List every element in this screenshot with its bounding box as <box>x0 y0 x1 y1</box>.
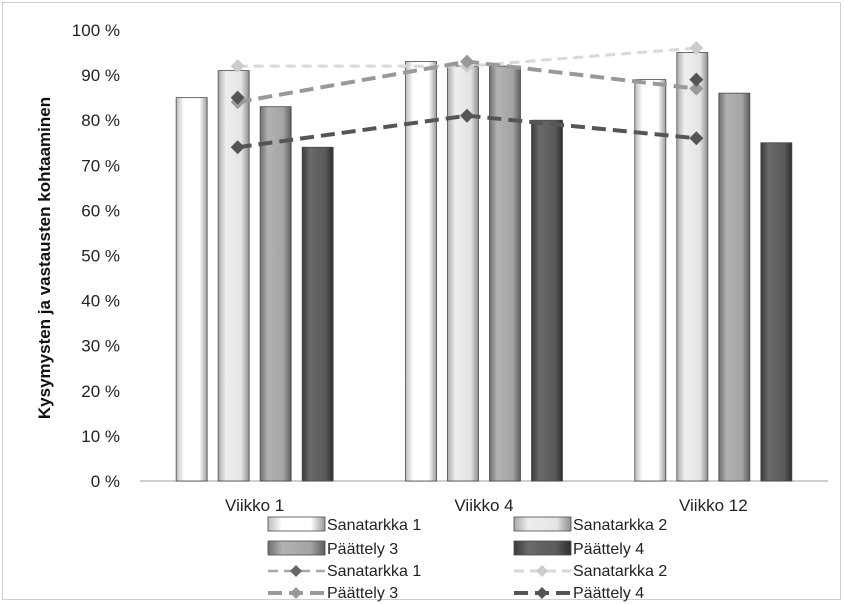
bar <box>301 146 334 482</box>
y-tick-label: 20 % <box>81 382 120 401</box>
bar <box>531 119 563 482</box>
legend-label: Päättely 4 <box>573 585 644 602</box>
bar <box>175 97 208 482</box>
bar <box>676 52 709 482</box>
legend-marker <box>290 565 302 577</box>
x-tick-label: Viikko 1 <box>225 496 284 515</box>
legend-swatch <box>267 540 326 556</box>
bar <box>217 70 250 482</box>
x-tick-label: Viikko 12 <box>679 496 748 515</box>
data-point <box>230 90 245 105</box>
data-point <box>689 72 704 87</box>
y-axis-title: Kysymysten ja vastausten kohtaaminen <box>35 97 54 419</box>
y-tick-label: 60 % <box>81 201 120 220</box>
bar <box>259 106 292 482</box>
bar <box>760 142 793 482</box>
y-tick-label: 0 % <box>91 472 120 491</box>
y-tick-label: 70 % <box>81 156 120 175</box>
legend-label: Sanatarkka 1 <box>327 563 421 580</box>
bar <box>718 92 751 482</box>
legend-marker <box>536 565 548 577</box>
legend-label: Päättely 4 <box>573 541 644 558</box>
legend-label: Sanatarkka 2 <box>573 563 667 580</box>
data-point <box>460 54 474 69</box>
y-tick-label: 30 % <box>81 337 120 356</box>
data-point <box>689 131 704 146</box>
bar <box>634 79 667 482</box>
legend-label: Sanatarkka 1 <box>327 517 421 534</box>
legend-label: Päättely 3 <box>327 541 398 558</box>
legend-marker <box>290 587 302 599</box>
y-tick-label: 100 % <box>72 21 120 40</box>
y-tick-label: 10 % <box>81 427 120 446</box>
legend-label: Sanatarkka 2 <box>573 517 667 534</box>
data-point <box>460 108 474 123</box>
y-tick-label: 50 % <box>81 247 120 266</box>
bar <box>489 65 521 482</box>
legend-marker <box>536 587 548 599</box>
y-tick-label: 40 % <box>81 292 120 311</box>
legend-swatch <box>513 540 572 556</box>
data-point <box>689 41 704 56</box>
legend-label: Päättely 3 <box>327 585 398 602</box>
y-tick-label: 90 % <box>81 66 120 85</box>
bar <box>405 61 437 482</box>
legend-swatch <box>513 516 572 532</box>
legend-swatch <box>267 516 326 532</box>
data-point <box>230 140 245 155</box>
bar <box>447 65 479 482</box>
data-point <box>230 59 245 74</box>
data-point <box>689 81 704 96</box>
x-tick-label: Viikko 4 <box>454 496 513 515</box>
y-tick-label: 80 % <box>81 111 120 130</box>
